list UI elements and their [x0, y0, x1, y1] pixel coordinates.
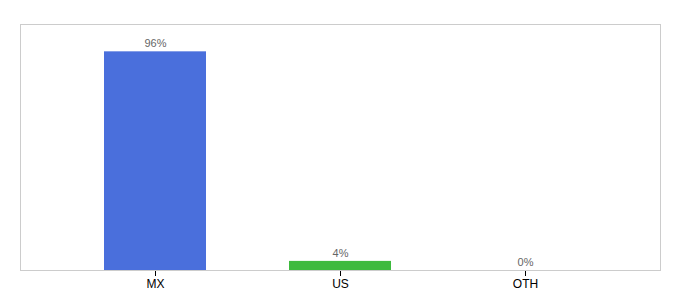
svg-text:MX: MX [147, 277, 165, 291]
svg-text:OTH: OTH [513, 277, 538, 291]
svg-text:US: US [332, 277, 349, 291]
svg-text:96%: 96% [144, 37, 166, 49]
svg-text:0%: 0% [518, 256, 534, 268]
svg-text:4%: 4% [333, 247, 349, 259]
